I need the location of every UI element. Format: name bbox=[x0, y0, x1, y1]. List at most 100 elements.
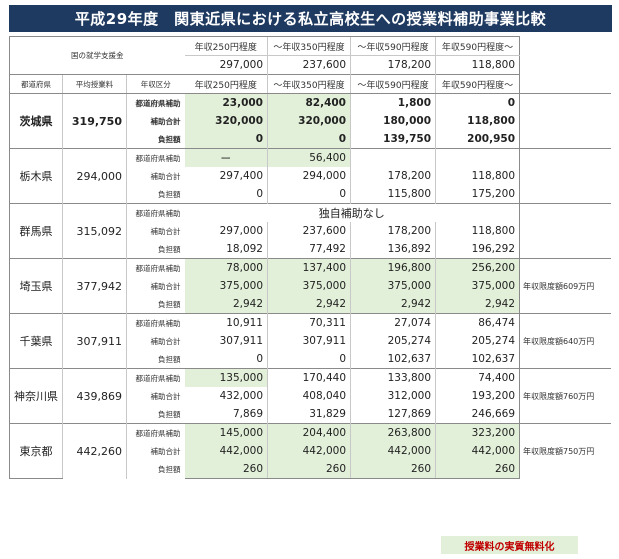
value-cell: 136,892 bbox=[350, 240, 436, 259]
value-cell: 307,911 bbox=[267, 332, 351, 350]
value-cell: 375,000 bbox=[435, 277, 520, 295]
income-limit-note: 年収限度額640万円 bbox=[523, 336, 595, 346]
prefecture-name: 東京都 bbox=[9, 423, 63, 479]
value-cell: 180,000 bbox=[350, 112, 436, 130]
value-cell: 0 bbox=[267, 350, 351, 369]
value-cell: 137,400 bbox=[267, 258, 351, 277]
row-label: 補助合計 bbox=[126, 112, 185, 130]
row-label: 負担額 bbox=[126, 240, 185, 259]
value-cell: 102,637 bbox=[350, 350, 436, 369]
value-cell: 2,942 bbox=[350, 295, 436, 314]
value-cell: 0 bbox=[267, 185, 351, 204]
value-cell: 200,950 bbox=[435, 130, 520, 149]
value-cell bbox=[435, 148, 520, 167]
value-cell: 442,000 bbox=[184, 442, 268, 460]
column-header-bracket: 年収590円程度～ bbox=[435, 74, 520, 94]
value-cell: ー bbox=[184, 148, 268, 167]
value-cell: 260 bbox=[267, 460, 351, 479]
value-cell: 375,000 bbox=[184, 277, 268, 295]
national-value: 118,800 bbox=[435, 55, 520, 75]
prefecture-name: 栃木県 bbox=[9, 148, 63, 204]
average-tuition: 319,750 bbox=[62, 93, 127, 149]
value-cell: 263,800 bbox=[350, 423, 436, 442]
value-cell: 118,800 bbox=[435, 222, 520, 240]
prefecture-name: 埼玉県 bbox=[9, 258, 63, 314]
value-cell: 2,942 bbox=[184, 295, 268, 314]
value-cell: 18,092 bbox=[226, 243, 263, 255]
value-cell: 139,750 bbox=[350, 130, 436, 149]
value-cell: 0 bbox=[256, 188, 263, 200]
value-cell: 10,911 bbox=[184, 313, 268, 332]
row-label: 都道府県補助 bbox=[126, 203, 185, 222]
value-cell: 260 bbox=[435, 460, 520, 479]
row-label: 補助合計 bbox=[126, 332, 185, 350]
value-cell: 237,600 bbox=[267, 222, 351, 240]
merged-cell: 独自補助なし bbox=[184, 203, 520, 222]
value-cell: 27,074 bbox=[350, 313, 436, 332]
value-cell: 7,869 bbox=[232, 408, 263, 420]
value-cell bbox=[350, 148, 436, 167]
value-cell: 2,942 bbox=[435, 295, 520, 314]
value-cell: 0 bbox=[267, 130, 351, 149]
row-label: 負担額 bbox=[126, 295, 185, 314]
value-cell: 196,292 bbox=[435, 240, 520, 259]
row-label: 補助合計 bbox=[126, 222, 185, 240]
prefecture-name: 千葉県 bbox=[9, 313, 63, 369]
row-label: 負担額 bbox=[126, 405, 185, 424]
row-label: 都道府県補助 bbox=[126, 423, 185, 442]
value-cell: 175,200 bbox=[435, 185, 520, 204]
national-value: 237,600 bbox=[267, 55, 351, 75]
income-limit-note bbox=[520, 167, 611, 185]
column-header-category: 年収区分 bbox=[126, 74, 185, 94]
value-cell: 145,000 bbox=[184, 423, 268, 442]
average-tuition: 377,942 bbox=[62, 258, 127, 314]
value-cell: 74,400 bbox=[435, 368, 520, 387]
row-label: 都道府県補助 bbox=[126, 258, 185, 277]
value-cell: 307,911 bbox=[219, 335, 263, 347]
value-cell: 70,311 bbox=[267, 313, 351, 332]
value-cell: 178,200 bbox=[350, 167, 436, 185]
income-limit-note bbox=[520, 222, 611, 240]
value-cell: 204,400 bbox=[267, 423, 351, 442]
row-label: 補助合計 bbox=[126, 442, 185, 460]
income-limit-note bbox=[520, 112, 611, 130]
national-bracket: 年収590円程度～ bbox=[435, 36, 520, 56]
value-cell: 246,669 bbox=[435, 405, 520, 424]
national-bracket: 年収250円程度 bbox=[184, 36, 268, 56]
value-cell: 82,400 bbox=[267, 93, 351, 112]
national-bracket: ～年収350円程度 bbox=[267, 36, 351, 56]
value-cell: 0 bbox=[435, 93, 520, 112]
row-label: 都道府県補助 bbox=[126, 368, 185, 387]
subsidy-table: 国の就学支援金 年収250円程度 ～年収350円程度 ～年収590円程度 年収5… bbox=[9, 36, 611, 479]
income-limit-note: 年収限度額760万円 bbox=[523, 391, 595, 401]
national-value: 178,200 bbox=[350, 55, 436, 75]
income-limit-note: 年収限度額750万円 bbox=[523, 446, 595, 456]
prefecture-name: 群馬県 bbox=[9, 203, 63, 259]
average-tuition: 439,869 bbox=[62, 368, 127, 424]
value-cell: 118,800 bbox=[435, 167, 520, 185]
value-cell: 442,000 bbox=[267, 442, 351, 460]
row-label: 補助合計 bbox=[126, 387, 185, 405]
value-cell: 127,869 bbox=[350, 405, 436, 424]
value-cell: 260 bbox=[350, 460, 436, 479]
value-cell: 256,200 bbox=[435, 258, 520, 277]
national-bracket: ～年収590円程度 bbox=[350, 36, 436, 56]
row-label: 補助合計 bbox=[126, 167, 185, 185]
value-cell: 170,440 bbox=[267, 368, 351, 387]
row-label: 負担額 bbox=[126, 185, 185, 204]
column-header-bracket: ～年収590円程度 bbox=[350, 74, 436, 94]
value-cell: 375,000 bbox=[350, 277, 436, 295]
value-cell: 78,000 bbox=[184, 258, 268, 277]
average-tuition: 442,260 bbox=[62, 423, 127, 479]
value-cell: 196,800 bbox=[350, 258, 436, 277]
value-cell: 260 bbox=[184, 460, 268, 479]
value-cell: 408,040 bbox=[267, 387, 351, 405]
row-label: 都道府県補助 bbox=[126, 93, 185, 112]
page-title: 平成29年度 関東近県における私立高校生への授業料補助事業比較 bbox=[9, 5, 612, 32]
value-cell: 320,000 bbox=[267, 112, 351, 130]
value-cell: 1,800 bbox=[350, 93, 436, 112]
value-cell: 133,800 bbox=[350, 368, 436, 387]
column-header-bracket: ～年収350円程度 bbox=[267, 74, 351, 94]
value-cell: 323,200 bbox=[435, 423, 520, 442]
column-header-pref: 都道府県 bbox=[9, 74, 63, 94]
